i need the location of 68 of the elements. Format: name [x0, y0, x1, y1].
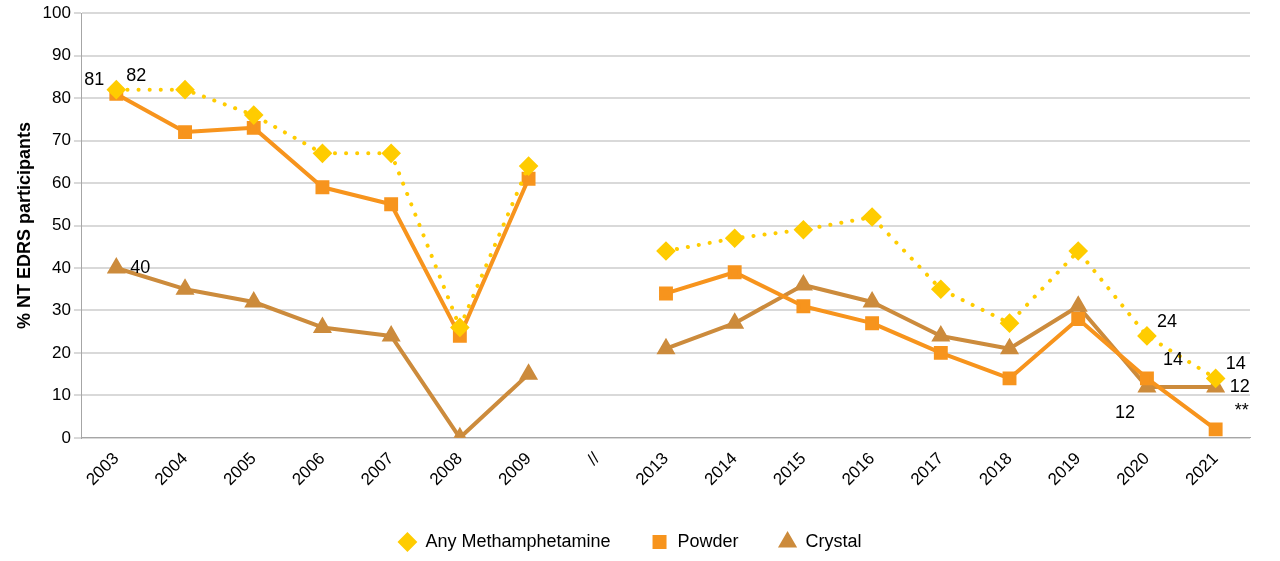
data-label: 14	[1162, 349, 1183, 370]
point	[727, 265, 742, 280]
point	[315, 180, 330, 195]
legend-label: Powder	[677, 530, 739, 551]
y-tick-label: 10	[52, 385, 71, 405]
y-tick-label: 80	[52, 87, 71, 107]
data-label: **	[1234, 400, 1249, 421]
point	[1208, 422, 1223, 437]
point	[1137, 326, 1156, 345]
point	[659, 286, 673, 301]
point	[725, 229, 744, 248]
point	[1206, 369, 1225, 388]
point	[657, 339, 675, 355]
point	[795, 275, 812, 291]
point	[384, 197, 399, 212]
data-label: 24	[1156, 310, 1177, 331]
legend-label: Crystal	[805, 530, 862, 551]
legend-label: Any Methamphetamine	[425, 530, 611, 551]
y-axis-title: % NT EDRS participants	[13, 121, 34, 330]
y-tick-label: 20	[52, 342, 71, 362]
point	[1000, 337, 1019, 355]
point	[519, 157, 538, 176]
point	[108, 258, 125, 274]
y-tick-label: 90	[52, 45, 71, 65]
y-tick-label: 100	[42, 2, 71, 22]
data-label: 12	[1229, 375, 1250, 396]
point	[726, 314, 743, 329]
y-tick-label: 60	[52, 172, 71, 192]
y-tick-label: 0	[61, 427, 71, 447]
point	[1139, 371, 1154, 386]
point	[1000, 314, 1019, 333]
point	[863, 208, 882, 227]
data-label: 12	[1114, 401, 1135, 422]
point	[796, 299, 811, 314]
point	[178, 125, 192, 140]
data-label: 14	[1225, 353, 1246, 374]
y-tick-label: 30	[52, 300, 71, 320]
data-label: 81	[84, 68, 105, 89]
point	[1069, 242, 1088, 260]
point	[520, 365, 537, 380]
point	[1070, 297, 1087, 312]
y-tick-label: 40	[52, 257, 71, 277]
point	[1071, 311, 1086, 326]
point	[1002, 371, 1017, 386]
point	[244, 106, 263, 125]
point	[382, 144, 401, 163]
point	[314, 318, 331, 333]
point	[794, 220, 813, 239]
data-label: 40	[130, 256, 151, 277]
point	[246, 120, 261, 135]
point	[383, 326, 400, 342]
point	[933, 345, 948, 360]
point	[176, 80, 195, 99]
data-label: 82	[126, 64, 147, 85]
y-tick-label: 50	[52, 215, 71, 235]
point	[864, 292, 881, 308]
point	[521, 171, 536, 186]
point	[450, 318, 469, 337]
point	[313, 144, 332, 163]
point	[656, 242, 675, 260]
point	[932, 326, 949, 342]
x-tick-label: //	[583, 448, 604, 469]
y-tick-label: 70	[52, 130, 71, 150]
point	[245, 292, 262, 308]
point	[107, 80, 126, 99]
point	[931, 280, 950, 299]
point	[865, 316, 880, 331]
point	[176, 280, 194, 295]
